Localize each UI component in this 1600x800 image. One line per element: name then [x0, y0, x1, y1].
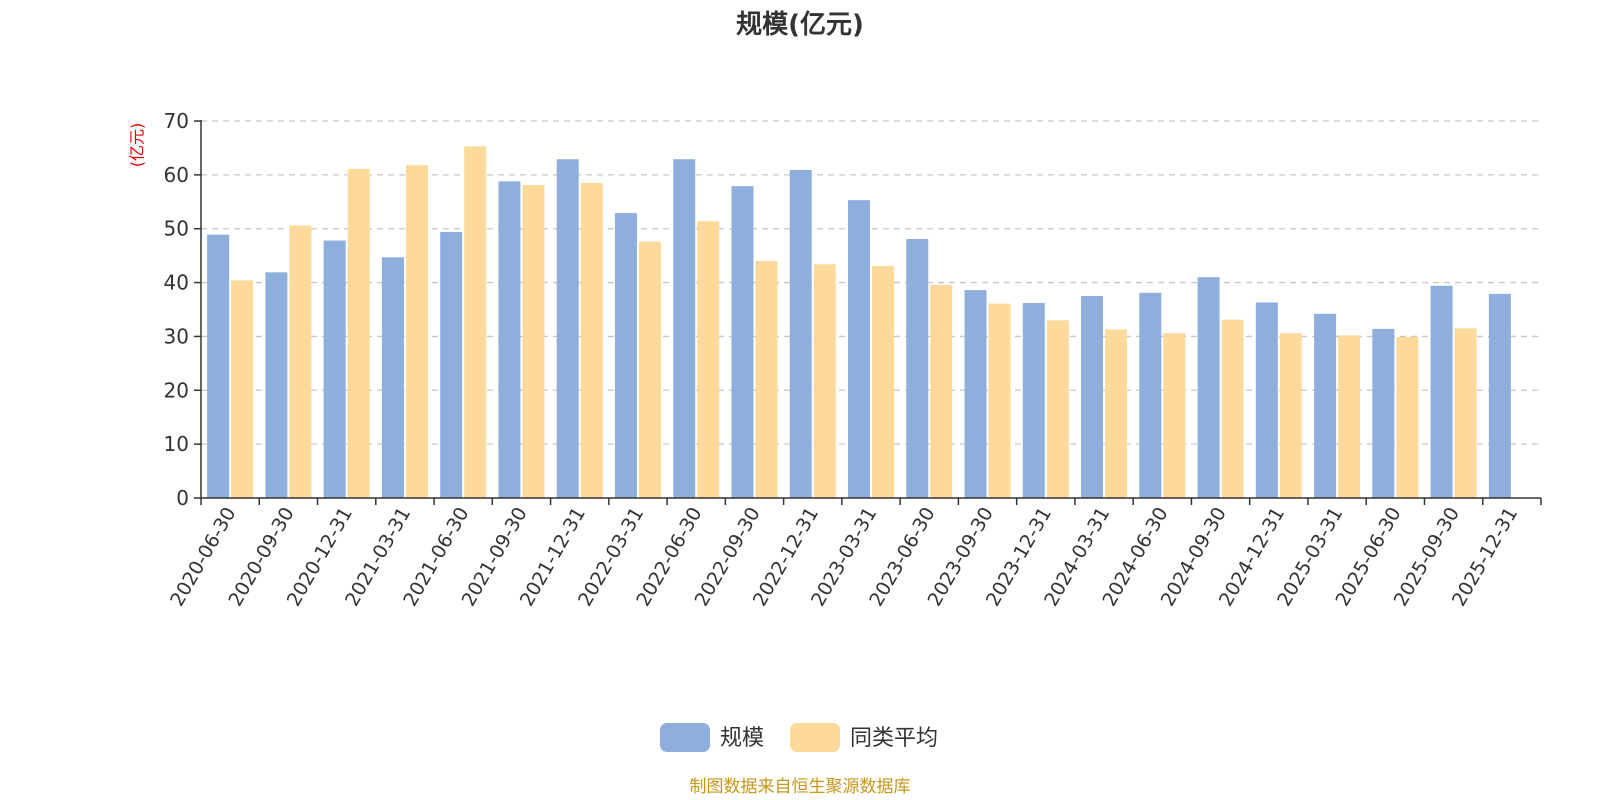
bar-size[interactable]: [1139, 292, 1162, 498]
bar-peer-average[interactable]: [755, 261, 778, 498]
bar-peer-average[interactable]: [930, 284, 953, 498]
legend-swatch[interactable]: [660, 723, 710, 752]
y-tick-label: 30: [164, 324, 189, 348]
bar-peer-average[interactable]: [988, 303, 1011, 498]
bar-size[interactable]: [1255, 302, 1278, 498]
bar-peer-average[interactable]: [813, 264, 836, 498]
bar-peer-average[interactable]: [1338, 335, 1361, 498]
legend-swatch[interactable]: [790, 723, 840, 752]
bar-size[interactable]: [614, 213, 637, 499]
y-tick-label: 0: [176, 486, 189, 510]
bar-size[interactable]: [207, 234, 230, 499]
y-tick-label: 20: [164, 378, 189, 402]
bar-size[interactable]: [673, 159, 696, 498]
bar-size[interactable]: [1372, 328, 1395, 498]
bar-size[interactable]: [498, 181, 521, 498]
y-tick-label: 50: [164, 217, 189, 241]
bar-peer-average[interactable]: [1454, 328, 1477, 498]
bar-size[interactable]: [440, 231, 463, 498]
bar-peer-average[interactable]: [1163, 333, 1186, 498]
bar-peer-average[interactable]: [1279, 333, 1302, 498]
bar-peer-average[interactable]: [1105, 329, 1128, 498]
y-tick-label: 10: [164, 432, 189, 456]
bar-peer-average[interactable]: [464, 146, 487, 498]
bar-peer-average[interactable]: [580, 182, 603, 498]
bar-peer-average[interactable]: [638, 241, 661, 498]
bar-size[interactable]: [848, 200, 870, 499]
bar-peer-average[interactable]: [872, 265, 894, 498]
bar-peer-average[interactable]: [347, 168, 370, 498]
bar-size[interactable]: [1081, 296, 1104, 498]
bar-size[interactable]: [1488, 293, 1511, 498]
y-tick-label: 70: [164, 109, 189, 133]
data-source-note: 制图数据来自恒生聚源数据库: [690, 777, 911, 797]
legend-label[interactable]: 同类平均: [850, 726, 938, 751]
bar-size[interactable]: [789, 170, 812, 498]
bars-group: [207, 146, 1511, 499]
bar-peer-average[interactable]: [522, 185, 545, 498]
chart-title: 规模(亿元): [736, 10, 864, 40]
y-tick-labels: 0 10 20 30 40 50 60 70: [164, 109, 189, 510]
bar-size[interactable]: [556, 159, 579, 498]
bar-peer-average[interactable]: [289, 225, 312, 499]
bar-peer-average[interactable]: [1396, 336, 1419, 498]
bar-peer-average[interactable]: [1221, 319, 1244, 498]
bar-size[interactable]: [1430, 285, 1453, 498]
bar-peer-average[interactable]: [697, 221, 720, 498]
bar-size[interactable]: [906, 238, 929, 498]
bar-peer-average[interactable]: [1046, 320, 1069, 498]
legend[interactable]: 规模 同类平均: [660, 723, 938, 752]
legend-label[interactable]: 规模: [720, 726, 764, 751]
y-tick-label: 60: [164, 163, 189, 187]
bar-size[interactable]: [381, 257, 404, 498]
bar-size[interactable]: [265, 272, 288, 498]
bar-peer-average[interactable]: [231, 280, 254, 498]
y-axis-unit-label: (亿元): [128, 123, 147, 168]
bar-size[interactable]: [323, 240, 346, 498]
bar-peer-average[interactable]: [405, 165, 428, 499]
bar-size[interactable]: [1314, 313, 1337, 498]
bar-size[interactable]: [964, 290, 987, 498]
bar-size[interactable]: [1022, 303, 1045, 498]
bar-size[interactable]: [731, 186, 754, 498]
x-tick-labels: 2020-06-302020-09-302020-12-312021-03-31…: [166, 504, 1522, 611]
axes: [194, 120, 1542, 505]
y-tick-label: 40: [164, 271, 189, 295]
bar-size[interactable]: [1197, 277, 1220, 498]
